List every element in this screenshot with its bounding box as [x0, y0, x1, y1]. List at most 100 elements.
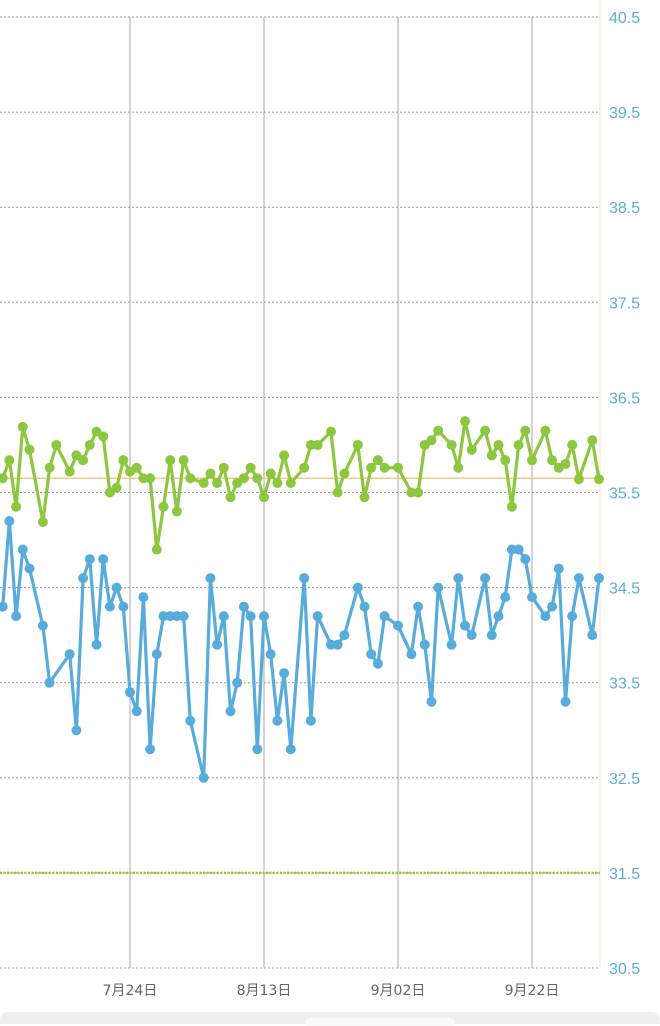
data-point: [352, 439, 363, 450]
data-point: [305, 715, 316, 726]
x-axis: 7月24日 8月13日 9月02日 9月22日: [103, 983, 560, 999]
data-point: [218, 611, 229, 622]
data-point: [37, 516, 48, 527]
data-point: [366, 649, 377, 660]
data-point: [285, 477, 296, 488]
data-point: [84, 439, 95, 450]
data-point: [272, 477, 283, 488]
data-point: [513, 544, 524, 555]
data-point: [500, 455, 511, 466]
data-point: [104, 601, 115, 612]
data-point: [372, 455, 383, 466]
series-0: [0, 416, 604, 555]
data-point: [24, 444, 35, 455]
y-tick-label: 38.5: [609, 200, 640, 217]
data-point: [51, 439, 62, 450]
data-point: [71, 725, 82, 736]
data-point: [433, 425, 444, 436]
data-point: [446, 639, 457, 650]
data-point: [359, 492, 370, 503]
data-point: [259, 611, 269, 622]
data-point: [17, 544, 28, 555]
data-point: [145, 744, 156, 755]
y-tick-label: 34.5: [609, 581, 640, 598]
data-point: [125, 687, 135, 698]
data-point: [218, 462, 229, 473]
data-point: [506, 501, 517, 512]
data-point: [11, 611, 22, 622]
data-point: [279, 450, 290, 461]
data-point: [540, 425, 551, 436]
data-point: [158, 501, 169, 512]
data-point: [560, 458, 571, 469]
data-point: [527, 455, 537, 466]
data-point: [24, 563, 35, 574]
data-point: [547, 455, 558, 466]
data-point: [91, 639, 102, 650]
data-point: [145, 473, 156, 484]
data-point: [332, 487, 343, 498]
data-point: [279, 668, 290, 679]
data-point: [178, 455, 189, 466]
data-point: [540, 611, 551, 622]
data-point: [339, 630, 350, 641]
data-point: [393, 620, 403, 631]
scroll-handle[interactable]: [305, 1018, 455, 1026]
data-point: [98, 554, 109, 565]
data-point: [520, 554, 531, 565]
data-point: [413, 487, 424, 498]
data-point: [212, 639, 223, 650]
data-point: [527, 592, 537, 603]
x-tick-label: 7月24日: [103, 983, 158, 999]
data-point: [118, 455, 129, 466]
data-point: [466, 444, 477, 455]
data-point: [520, 425, 531, 436]
data-point: [44, 462, 55, 473]
data-point: [460, 416, 470, 427]
data-point: [151, 544, 162, 555]
data-point: [17, 421, 28, 432]
data-point: [212, 477, 223, 488]
data-point: [64, 466, 75, 477]
data-point: [98, 431, 109, 442]
data-point: [486, 450, 497, 461]
series-line: [1, 420, 601, 550]
data-point: [460, 620, 470, 631]
data-point: [299, 462, 310, 473]
x-tick-label: 9月02日: [371, 983, 426, 999]
data-point: [11, 501, 22, 512]
data-point: [426, 696, 437, 707]
y-tick-label: 37.5: [609, 295, 640, 312]
data-point: [205, 468, 216, 479]
data-point: [205, 573, 216, 584]
data-point: [78, 455, 89, 466]
y-tick-label: 31.5: [609, 866, 640, 883]
data-point: [379, 462, 390, 473]
data-point: [312, 611, 323, 622]
data-point: [232, 677, 243, 688]
data-point: [372, 658, 383, 669]
data-point: [4, 516, 15, 527]
data-point: [299, 573, 310, 584]
data-point: [332, 639, 343, 650]
data-point: [493, 439, 504, 450]
y-tick-label: 40.5: [609, 10, 640, 27]
data-point: [272, 715, 283, 726]
data-point: [453, 573, 464, 584]
data-point: [84, 554, 95, 565]
data-point: [64, 649, 75, 660]
data-point: [151, 649, 162, 660]
data-point: [44, 677, 55, 688]
data-point: [312, 439, 323, 450]
data-point: [118, 601, 129, 612]
x-tick-label: 9月22日: [505, 983, 560, 999]
data-point: [171, 506, 182, 517]
y-tick-label: 36.5: [609, 390, 640, 407]
y-tick-label: 33.5: [609, 676, 640, 693]
data-point: [567, 611, 578, 622]
data-point: [573, 474, 584, 485]
data-point: [560, 696, 571, 707]
data-point: [131, 462, 142, 473]
data-point: [198, 477, 209, 488]
data-point: [225, 492, 236, 503]
